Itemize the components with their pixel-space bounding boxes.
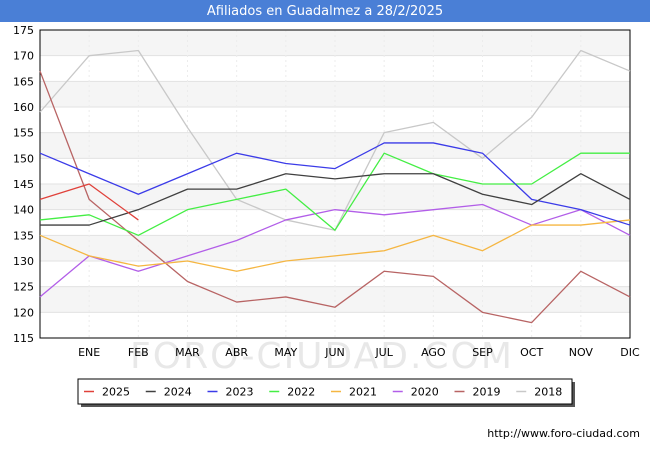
y-tick-label: 175	[13, 24, 34, 37]
legend-label-2019: 2019	[473, 386, 501, 399]
y-tick-label: 125	[13, 281, 34, 294]
y-tick-label: 155	[13, 127, 34, 140]
legend-label-2022: 2022	[287, 386, 315, 399]
x-tick-label: ENE	[78, 346, 100, 359]
legend-label-2018: 2018	[534, 386, 562, 399]
legend-label-2023: 2023	[226, 386, 254, 399]
band	[40, 55, 630, 82]
y-tick-label: 115	[13, 332, 34, 345]
band	[40, 235, 630, 261]
x-axis-ticks: ENE FEB MAR ABR MAY JUN JUL AGO SEP OCT NOV DIC	[78, 346, 640, 359]
band	[40, 261, 630, 287]
legend-label-2020: 2020	[411, 386, 439, 399]
legend-box	[77, 378, 573, 405]
x-tick-label: SEP	[472, 346, 493, 359]
x-tick-label: DIC	[620, 346, 640, 359]
y-tick-label: 140	[13, 204, 34, 217]
x-tick-label: ABR	[225, 346, 248, 359]
watermark: FORO-CIUDAD.COM	[130, 336, 514, 377]
y-axis-ticks: 115 120 125 130 135 140 145 150 155 160 165 170 175	[13, 24, 34, 345]
x-tick-label: JUL	[374, 346, 393, 359]
y-tick-label: 170	[13, 50, 34, 63]
y-tick-label: 120	[13, 306, 34, 319]
plot-frame	[39, 29, 631, 339]
series-line-2024	[40, 173, 631, 226]
chart-title: Afiliados en Guadalmez a 28/2/2025	[0, 0, 650, 22]
y-tick-label: 165	[13, 75, 34, 88]
series-line-2022	[39, 152, 630, 236]
series-lines	[39, 49, 631, 324]
x-tick-label: AGO	[421, 346, 446, 359]
series-line-2019	[39, 70, 631, 324]
legend-label-2021: 2021	[349, 386, 377, 399]
x-tick-label: NOV	[569, 346, 594, 359]
series-line-2021	[39, 219, 631, 272]
footer-url: http://www.foro-ciudad.com	[487, 427, 640, 440]
series-line-2025	[39, 183, 139, 221]
legend: 2025 2024 2023 2022 2021 2020 2019 2018	[77, 378, 575, 407]
y-tick-label: 145	[13, 178, 34, 191]
legend-label-2024: 2024	[164, 386, 192, 399]
series-line-2023	[39, 142, 631, 226]
x-tick-label: MAY	[274, 346, 297, 359]
legend-label-2025: 2025	[102, 386, 130, 399]
x-tick-label: JUN	[324, 346, 345, 359]
y-tick-label: 130	[13, 255, 34, 268]
y-tick-label: 150	[13, 152, 34, 165]
x-tick-label: MAR	[175, 346, 200, 359]
x-tick-label: FEB	[128, 346, 149, 359]
x-tick-label: OCT	[520, 346, 543, 359]
y-tick-label: 135	[13, 229, 34, 242]
y-tick-label: 160	[13, 101, 34, 114]
